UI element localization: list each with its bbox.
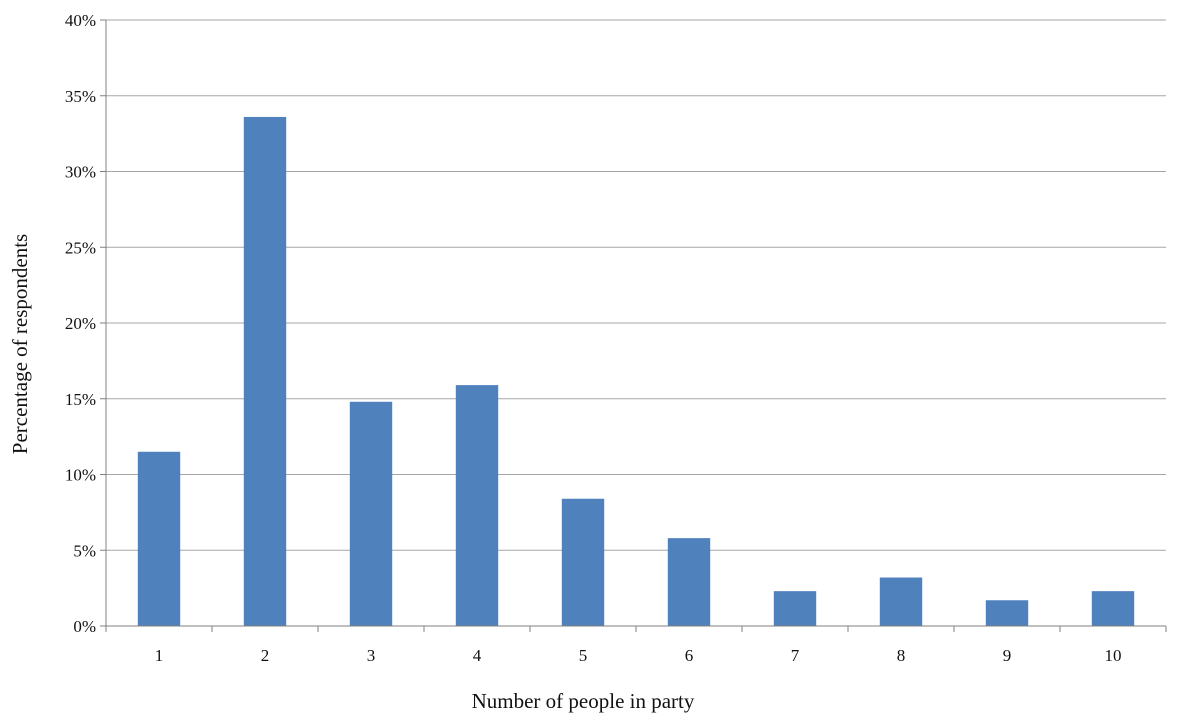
y-tick-label: 30% [65, 163, 96, 182]
axes [100, 19, 1167, 632]
x-tick-label: 4 [473, 646, 482, 665]
y-tick-label: 15% [65, 390, 96, 409]
bar-4 [455, 385, 499, 626]
bar-6 [667, 538, 711, 626]
bar-2 [243, 116, 287, 627]
x-axis-title: Number of people in party [472, 689, 695, 713]
x-tick-label: 2 [261, 646, 270, 665]
bar-5 [561, 498, 605, 626]
y-tick-label: 10% [65, 466, 96, 485]
bar-9 [985, 600, 1029, 626]
x-tick-label: 5 [579, 646, 588, 665]
x-tick-label: 1 [155, 646, 164, 665]
y-tick-label: 0% [73, 617, 96, 636]
y-tick-label: 40% [65, 11, 96, 30]
bar-7 [773, 591, 817, 626]
bar-1 [137, 451, 181, 626]
bar-8 [879, 577, 923, 626]
x-tick-label: 9 [1003, 646, 1012, 665]
y-tick-label: 25% [65, 238, 96, 257]
bar-10 [1091, 591, 1135, 626]
x-tick-label: 10 [1105, 646, 1122, 665]
y-axis-title: Percentage of respondents [8, 234, 32, 454]
bars [137, 116, 1135, 627]
x-tick-label: 6 [685, 646, 694, 665]
x-tick-label: 8 [897, 646, 906, 665]
y-tick-label: 5% [73, 541, 96, 560]
y-tick-labels: 0% 5% 10% 15% 20% 25% 30% 35% 40% [65, 11, 96, 636]
y-tick-label: 35% [65, 87, 96, 106]
y-tick-label: 20% [65, 314, 96, 333]
x-tick-label: 7 [791, 646, 800, 665]
bar-3 [349, 401, 393, 626]
x-tick-label: 3 [367, 646, 376, 665]
x-tick-labels: 1 2 3 4 5 6 7 8 9 10 [155, 646, 1122, 665]
